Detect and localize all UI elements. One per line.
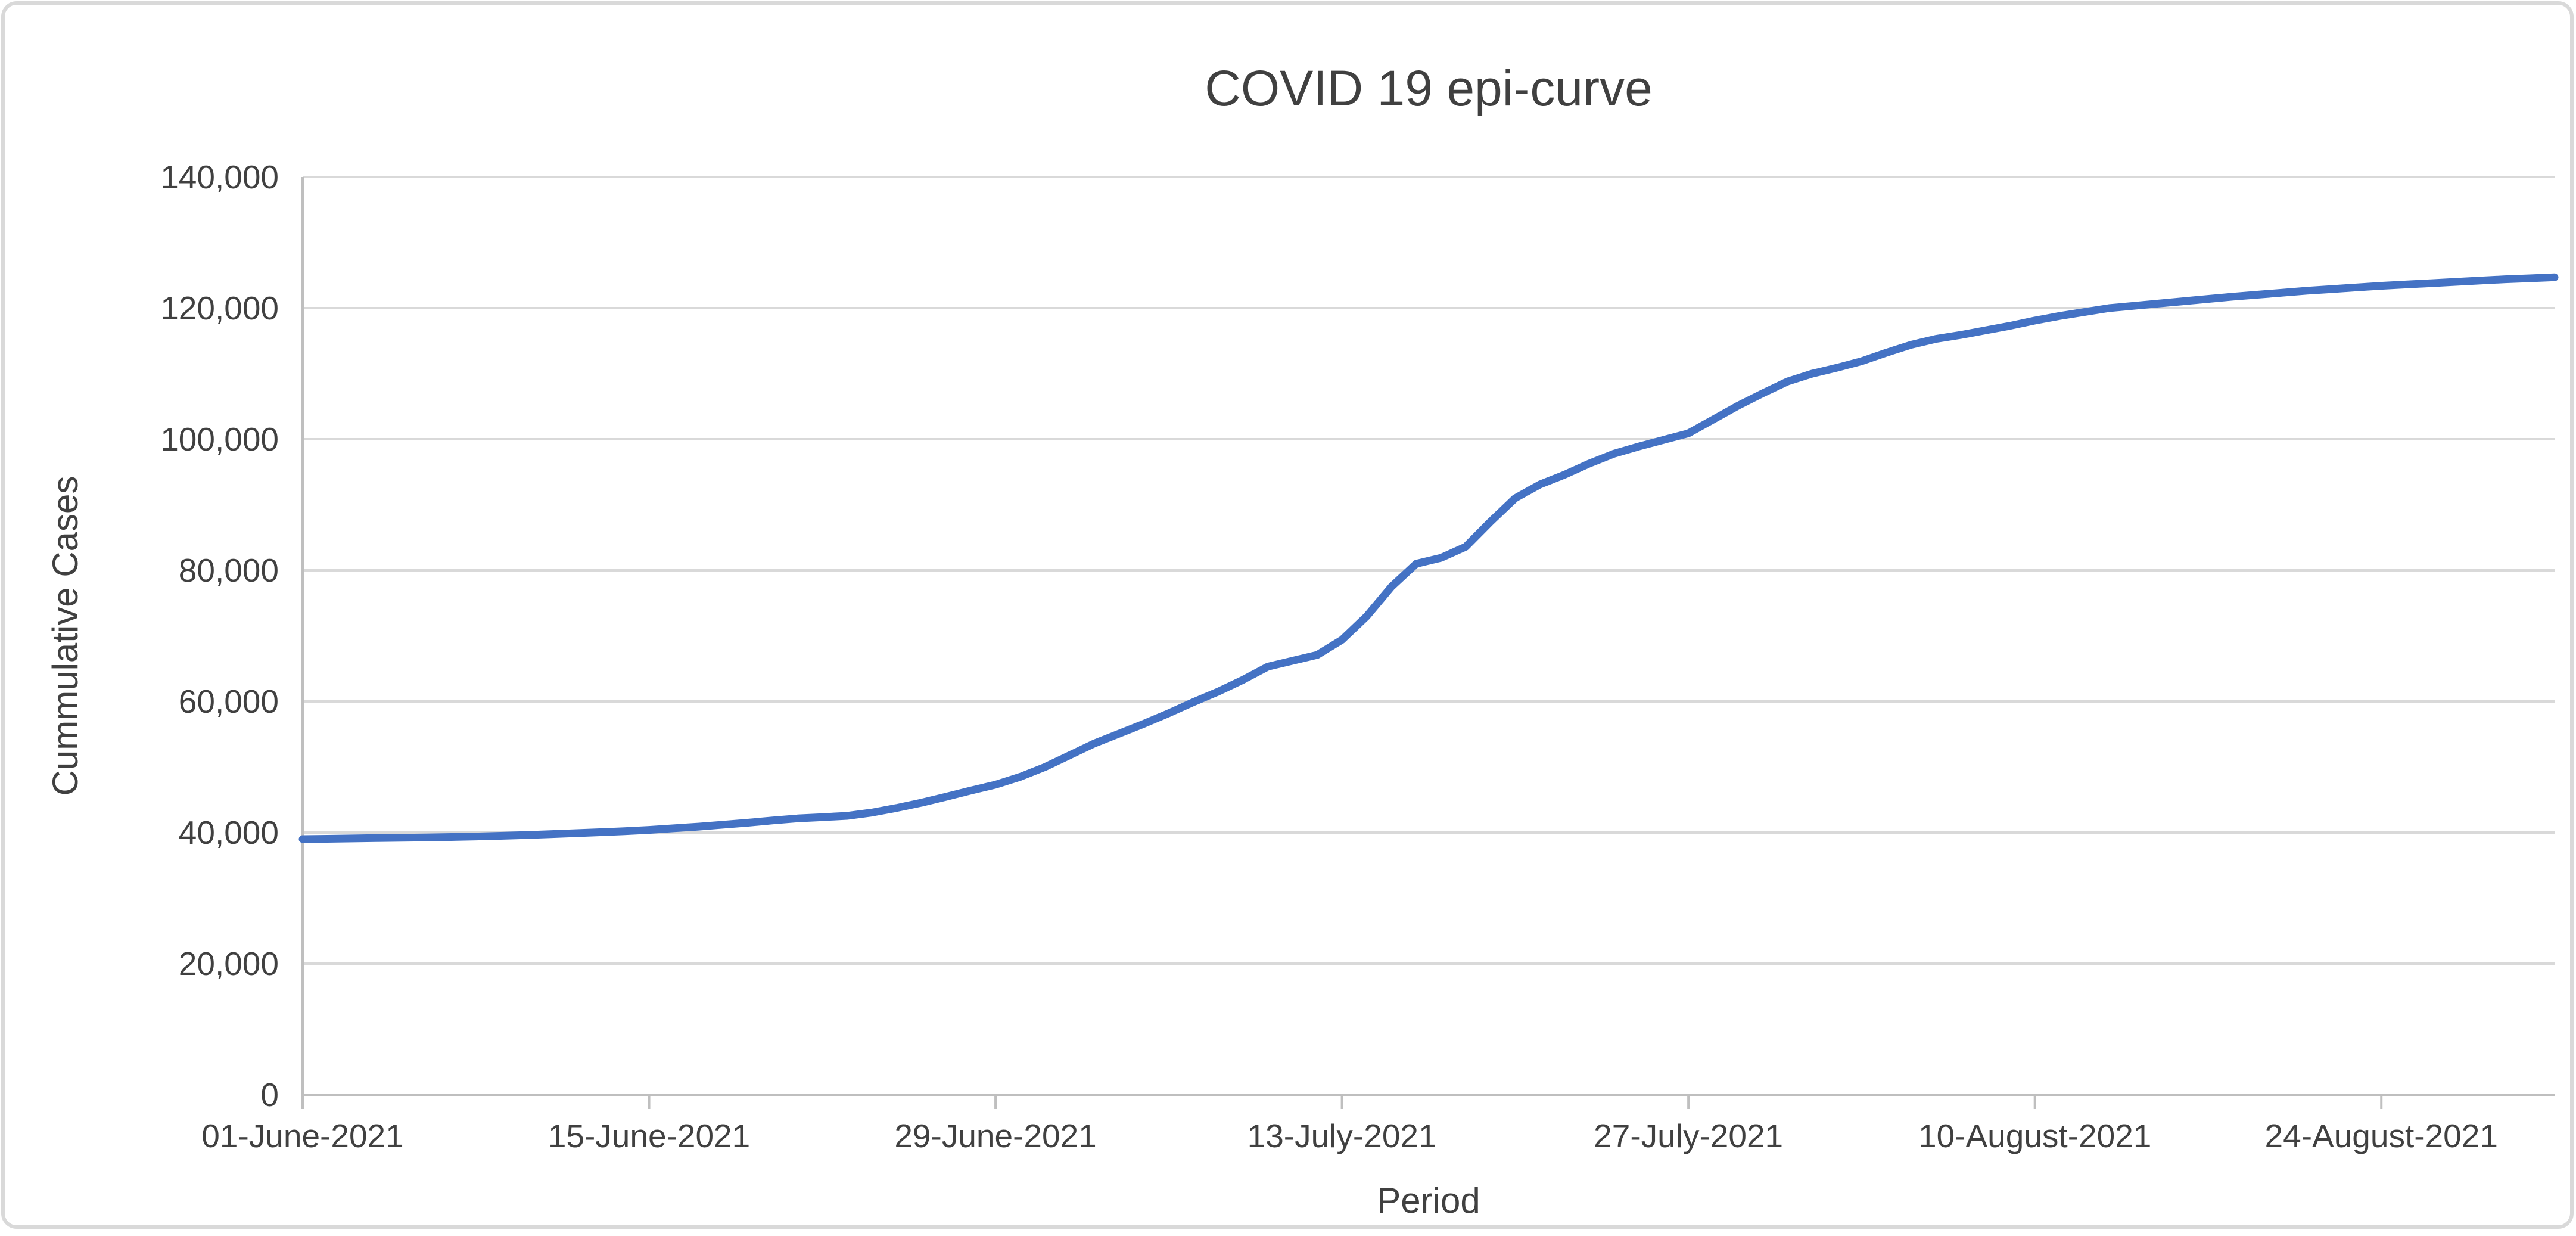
x-tick-label: 24-August-2021 — [2264, 1117, 2498, 1154]
y-tick-label: 140,000 — [160, 159, 279, 195]
y-tick-label: 60,000 — [178, 683, 279, 720]
x-tick-label: 27-July-2021 — [1594, 1117, 1784, 1154]
y-tick-label: 120,000 — [160, 290, 279, 327]
x-axis-title: Period — [1377, 1181, 1480, 1221]
plot-area — [298, 176, 2559, 1109]
epi-curve-line — [298, 273, 2559, 843]
y-tick-label: 20,000 — [178, 945, 279, 982]
y-tick-label: 100,000 — [160, 421, 279, 458]
x-tick-label: 15-June-2021 — [547, 1117, 751, 1154]
x-tick-label: 29-June-2021 — [894, 1117, 1097, 1154]
x-tick-label: 10-August-2021 — [1918, 1117, 2152, 1154]
y-tick-label: 40,000 — [178, 814, 279, 851]
y-tick-label: 80,000 — [178, 552, 279, 589]
x-tick-label: 01-June-2021 — [201, 1117, 404, 1154]
y-tick-label: 0 — [260, 1076, 279, 1113]
x-tick-label: 13-July-2021 — [1247, 1117, 1437, 1154]
chart-title: COVID 19 epi-curve — [1205, 60, 1653, 116]
